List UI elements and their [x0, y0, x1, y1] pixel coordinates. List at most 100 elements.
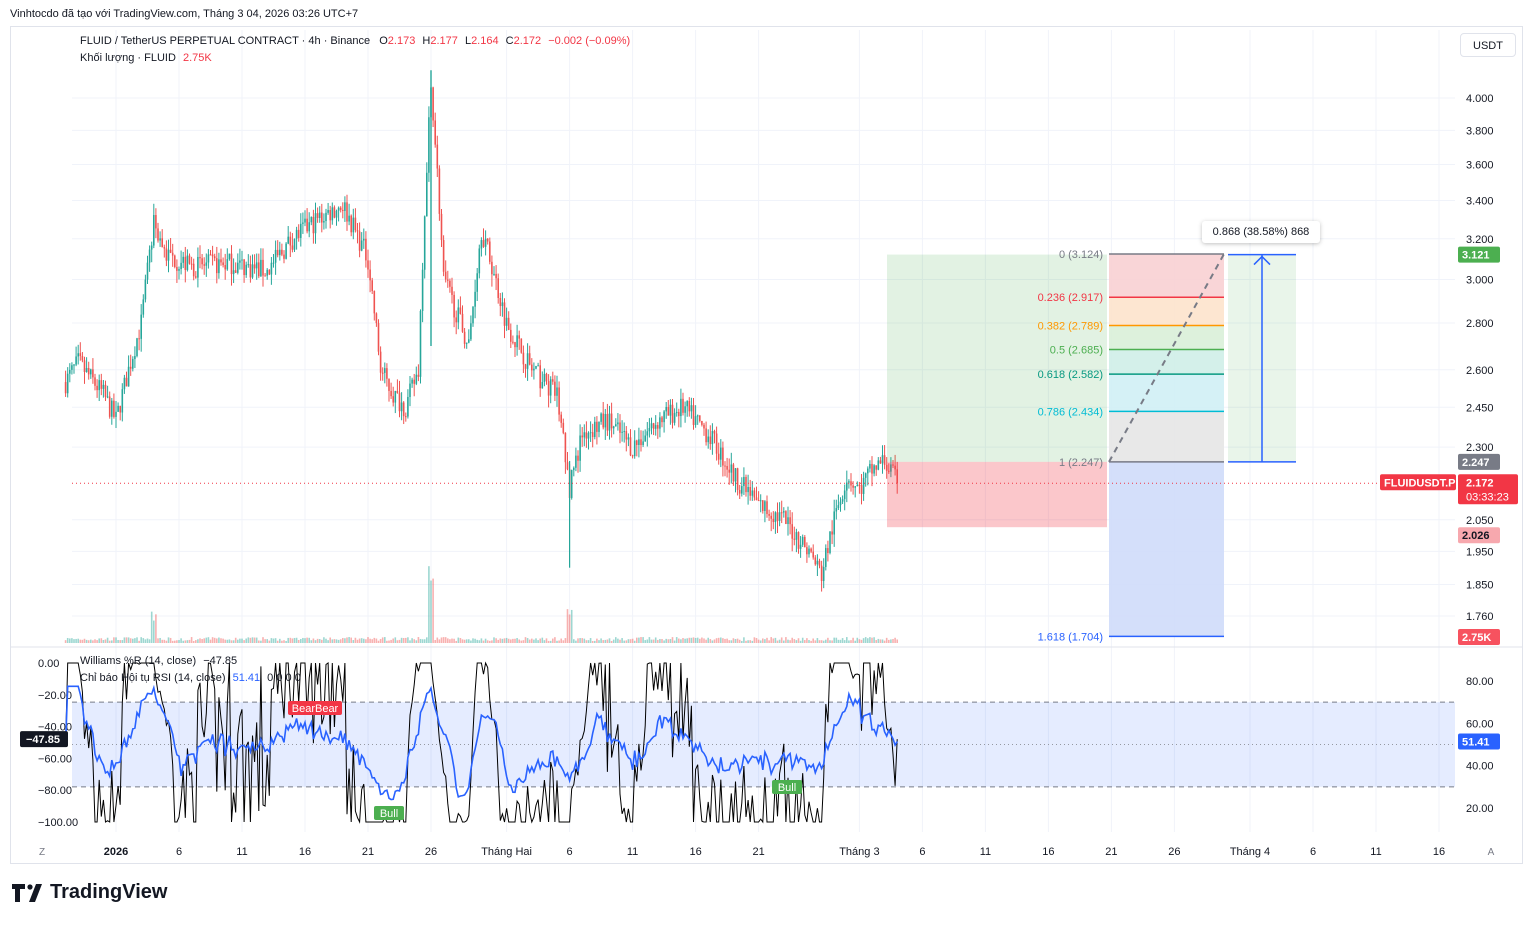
volume-bar: [812, 638, 814, 643]
williams-tick-label: 0.00: [38, 658, 59, 670]
candle-body: [829, 531, 831, 554]
candle-body: [71, 365, 73, 370]
candle-body: [140, 314, 142, 339]
volume-bar: [738, 639, 741, 643]
symbol-line[interactable]: FLUID / TetherUS PERPETUAL CONTRACT · 4h…: [80, 35, 371, 47]
volume-bar: [789, 640, 791, 643]
zoom-icon[interactable]: Z: [38, 847, 46, 858]
volume-bar: [451, 638, 453, 643]
volume-bar: [314, 640, 317, 643]
close-label: C: [505, 35, 514, 47]
volume-bar: [638, 637, 640, 643]
candle-body: [623, 431, 625, 433]
candle-body: [199, 256, 201, 259]
candle-body: [285, 243, 287, 259]
volume-label[interactable]: Khối lượng · FLUID: [80, 52, 176, 64]
candle-body: [195, 276, 197, 278]
candle-body: [604, 413, 607, 428]
volume-bar: [768, 640, 770, 643]
candle-body: [470, 323, 472, 340]
candle-body: [423, 216, 426, 270]
candle-body: [234, 270, 237, 273]
auto-scale-icon[interactable]: A: [1487, 847, 1495, 858]
volume-bar: [669, 639, 672, 643]
candle-body: [262, 259, 264, 276]
volume-bar: [745, 640, 747, 643]
candle-body: [377, 323, 380, 352]
volume-bar: [480, 638, 483, 643]
candle-body: [801, 537, 804, 545]
candle-body: [770, 515, 772, 519]
candle-body: [302, 222, 304, 224]
volume-bar: [518, 639, 520, 643]
volume-bar: [75, 638, 77, 643]
volume-bar: [692, 637, 695, 643]
volume-bar: [617, 638, 619, 643]
volume-bar: [841, 638, 844, 643]
volume-bar: [392, 638, 394, 643]
candle-body: [766, 501, 768, 515]
volume-bar: [579, 638, 581, 643]
candle-body: [526, 353, 529, 369]
candle-body: [562, 422, 565, 433]
candle-body: [545, 373, 548, 382]
candle-body: [209, 254, 212, 256]
candle-body: [451, 286, 453, 295]
candle-body: [818, 560, 821, 566]
candle-body: [896, 469, 898, 484]
candle-body: [669, 404, 672, 416]
volume-bar: [134, 638, 136, 643]
candle-body: [400, 402, 403, 412]
candle-body: [539, 365, 541, 389]
candle-body: [402, 402, 405, 417]
volume-bar: [237, 639, 239, 643]
rsi-name[interactable]: Chỉ báo Hội tụ RSI (14, close): [80, 672, 226, 684]
volume-bar: [741, 640, 743, 643]
williams-name[interactable]: Williams %R (14, close): [80, 655, 197, 667]
candle-body: [846, 482, 848, 491]
candle-body: [472, 306, 474, 324]
candle-body: [453, 294, 455, 318]
candle-body: [776, 512, 779, 521]
candle-body: [680, 398, 682, 417]
volume-bar: [598, 640, 600, 643]
candle-body: [129, 366, 132, 369]
volume-bar: [113, 637, 115, 643]
candle-body: [276, 249, 279, 256]
volume-bar: [854, 640, 856, 643]
candle-body: [728, 469, 730, 473]
volume-bar: [629, 639, 632, 643]
low-label: L: [464, 35, 472, 47]
rsi-tick-label: 40.00: [1466, 761, 1494, 773]
volume-bar: [169, 637, 172, 643]
candle-body: [360, 240, 363, 251]
rsi-tick-label: 20.00: [1466, 803, 1494, 815]
price-tick-label: 1.850: [1466, 580, 1494, 592]
candle-body: [337, 207, 340, 211]
candle-body: [556, 387, 558, 396]
rsi-line: [64, 684, 898, 801]
williams-r-line: [65, 661, 898, 824]
volume-bar: [743, 637, 745, 643]
volume-bar: [365, 639, 367, 643]
rsi-value-tag: [1458, 733, 1500, 750]
fib-band: [1109, 461, 1224, 637]
candle-body: [856, 484, 859, 487]
volume-bar: [482, 640, 485, 643]
close-value: 2.172: [513, 35, 542, 47]
candle-body: [741, 486, 743, 494]
currency-button[interactable]: USDT: [1460, 33, 1516, 57]
volume-bar: [680, 639, 682, 643]
volume-bar: [894, 637, 896, 643]
volume-bar: [161, 639, 163, 643]
candle-body: [117, 405, 119, 412]
candle-body: [839, 501, 842, 506]
candle-body: [827, 548, 829, 554]
volume-bar: [360, 638, 363, 643]
candle-body: [594, 421, 596, 437]
volume-bar: [81, 639, 84, 643]
volume-bar: [205, 637, 208, 643]
volume-bar: [510, 639, 512, 643]
price-tick-label: 2.300: [1466, 442, 1494, 454]
